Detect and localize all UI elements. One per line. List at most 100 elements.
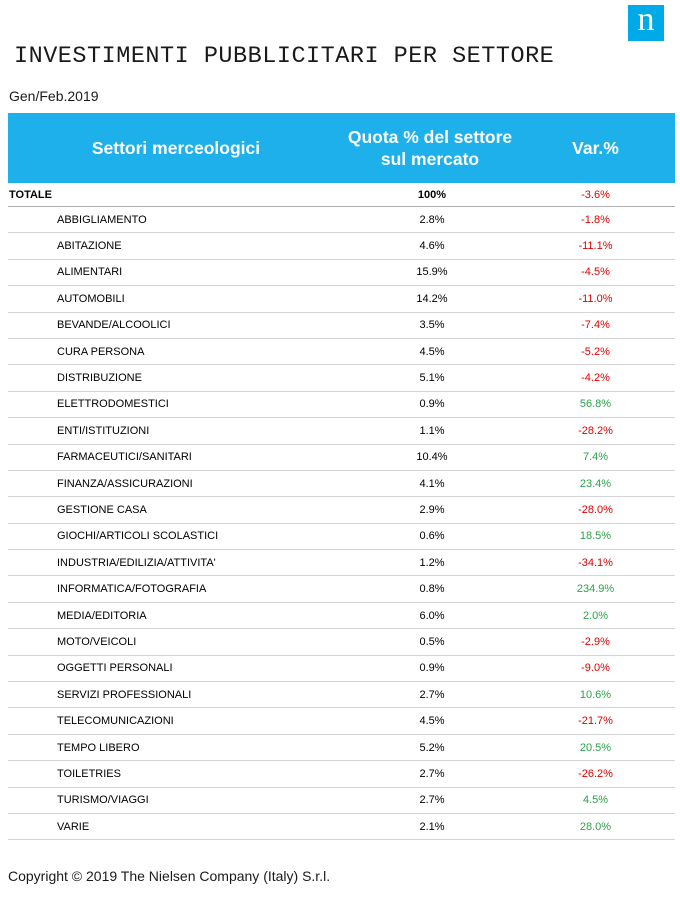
table-row: MOTO/VEICOLI 0.5% -2.9% bbox=[8, 629, 675, 656]
table-row: ALIMENTARI 15.9% -4.5% bbox=[8, 260, 675, 287]
share-cell: 2.9% bbox=[419, 503, 445, 516]
logo-letter: n bbox=[637, 1, 655, 38]
table-row: OGGETTI PERSONALI 0.9% -9.0% bbox=[8, 656, 675, 683]
sector-cell: MOTO/VEICOLI bbox=[57, 635, 137, 648]
table-row: CURA PERSONA 4.5% -5.2% bbox=[8, 339, 675, 366]
share-cell: 0.6% bbox=[419, 530, 445, 543]
table-row: GESTIONE CASA 2.9% -28.0% bbox=[8, 497, 675, 524]
var-cell: 23.4% bbox=[579, 477, 612, 490]
sector-cell: SERVIZI PROFESSIONALI bbox=[57, 688, 192, 701]
var-cell: -2.9% bbox=[581, 635, 610, 648]
var-cell: -26.2% bbox=[578, 767, 613, 780]
share-cell: 14.2% bbox=[416, 292, 448, 305]
share-cell: 4.5% bbox=[419, 715, 445, 728]
sector-cell: ELETTRODOMESTICI bbox=[57, 398, 169, 411]
var-cell: 2.0% bbox=[582, 609, 609, 622]
sector-cell: DISTRIBUZIONE bbox=[57, 372, 142, 385]
sector-cell: INDUSTRIA/EDILIZIA/ATTIVITA' bbox=[57, 556, 216, 569]
table-row: TURISMO/VIAGGI 2.7% 4.5% bbox=[8, 788, 675, 814]
share-cell: 5.2% bbox=[419, 741, 445, 754]
table-row: TEMPO LIBERO 5.2% 20.5% bbox=[8, 735, 675, 762]
table-row: AUTOMOBILI 14.2% -11.0% bbox=[8, 286, 675, 313]
table-row: SERVIZI PROFESSIONALI 2.7% 10.6% bbox=[8, 682, 675, 709]
var-cell: -5.2% bbox=[581, 345, 610, 358]
share-cell: 0.5% bbox=[419, 635, 445, 648]
var-cell: -4.2% bbox=[581, 372, 610, 385]
sector-cell: ABITAZIONE bbox=[57, 240, 122, 253]
total-share: 100% bbox=[417, 188, 447, 201]
table-row: ELETTRODOMESTICI 0.9% 56.8% bbox=[8, 392, 675, 419]
sector-cell: OGGETTI PERSONALI bbox=[57, 662, 173, 675]
var-cell: -7.4% bbox=[581, 319, 610, 332]
share-cell: 4.1% bbox=[419, 477, 445, 490]
share-cell: 6.0% bbox=[419, 609, 445, 622]
header-sector: Settori merceologici bbox=[91, 137, 261, 158]
share-cell: 0.8% bbox=[419, 583, 445, 596]
total-sector: TOTALE bbox=[9, 188, 52, 201]
var-cell: -9.0% bbox=[581, 662, 610, 675]
sector-cell: TOILETRIES bbox=[57, 767, 121, 780]
share-cell: 1.2% bbox=[419, 556, 445, 569]
share-cell: 0.9% bbox=[419, 662, 445, 675]
share-cell: 2.7% bbox=[419, 767, 445, 780]
table-body: ABBIGLIAMENTO 2.8% -1.8% ABITAZIONE 4.6% -11.… bbox=[8, 207, 675, 841]
sector-cell: GESTIONE CASA bbox=[57, 503, 147, 516]
table-row: MEDIA/EDITORIA 6.0% 2.0% bbox=[8, 603, 675, 630]
table-row: ABBIGLIAMENTO 2.8% -1.8% bbox=[8, 207, 675, 234]
share-cell: 2.1% bbox=[419, 820, 445, 833]
sector-cell: BEVANDE/ALCOOLICI bbox=[57, 319, 171, 332]
var-cell: 56.8% bbox=[579, 398, 612, 411]
var-cell: 10.6% bbox=[579, 688, 612, 701]
sector-cell: AUTOMOBILI bbox=[57, 292, 125, 305]
table-row: GIOCHI/ARTICOLI SCOLASTICI 0.6% 18.5% bbox=[8, 524, 675, 551]
table-row: INDUSTRIA/EDILIZIA/ATTIVITA' 1.2% -34.1% bbox=[8, 550, 675, 577]
share-cell: 2.7% bbox=[419, 794, 445, 807]
table-row: INFORMATICA/FOTOGRAFIA 0.8% 234.9% bbox=[8, 576, 675, 603]
var-cell: 20.5% bbox=[579, 741, 612, 754]
table-row: ABITAZIONE 4.6% -11.1% bbox=[8, 233, 675, 260]
var-cell: -4.5% bbox=[581, 266, 610, 279]
period-label: Gen/Feb.2019 bbox=[9, 88, 99, 104]
share-cell: 3.5% bbox=[419, 319, 445, 332]
var-cell: -11.0% bbox=[578, 292, 613, 305]
sector-cell: CURA PERSONA bbox=[57, 345, 145, 358]
var-cell: -28.0% bbox=[578, 503, 613, 516]
sector-cell: VARIE bbox=[57, 820, 90, 833]
table-row: BEVANDE/ALCOOLICI 3.5% -7.4% bbox=[8, 313, 675, 339]
share-cell: 10.4% bbox=[416, 451, 448, 464]
table-row: TOILETRIES 2.7% -26.2% bbox=[8, 761, 675, 788]
sector-cell: TURISMO/VIAGGI bbox=[57, 794, 149, 807]
table-row: DISTRIBUZIONE 5.1% -4.2% bbox=[8, 365, 675, 392]
share-cell: 0.9% bbox=[419, 398, 445, 411]
share-cell: 2.7% bbox=[419, 688, 445, 701]
total-var: -3.6% bbox=[581, 188, 610, 201]
share-cell: 4.5% bbox=[419, 345, 445, 358]
sector-cell: INFORMATICA/FOTOGRAFIA bbox=[57, 583, 207, 596]
sector-cell: TEMPO LIBERO bbox=[57, 741, 140, 754]
sector-cell: GIOCHI/ARTICOLI SCOLASTICI bbox=[57, 530, 219, 543]
header-var: Var.% bbox=[572, 137, 619, 158]
sector-cell: MEDIA/EDITORIA bbox=[57, 609, 147, 622]
share-cell: 5.1% bbox=[419, 372, 445, 385]
var-cell: -1.8% bbox=[581, 213, 610, 226]
var-cell: -21.7% bbox=[578, 715, 613, 728]
var-cell: 4.5% bbox=[582, 794, 609, 807]
share-cell: 4.6% bbox=[419, 240, 445, 253]
sector-cell: ENTI/ISTITUZIONI bbox=[57, 424, 150, 437]
var-cell: -11.1% bbox=[578, 240, 613, 253]
nielsen-logo: n bbox=[628, 1, 664, 41]
header-share: Quota % del settore sul mercato bbox=[347, 127, 513, 169]
table-row: VARIE 2.1% 28.0% bbox=[8, 814, 675, 841]
sector-table: Settori merceologici Quota % del settore… bbox=[8, 113, 675, 841]
var-cell: -34.1% bbox=[578, 556, 613, 569]
table-row: FARMACEUTICI/SANITARI 10.4% 7.4% bbox=[8, 445, 675, 471]
share-cell: 15.9% bbox=[416, 266, 448, 279]
table-row: FINANZA/ASSICURAZIONI 4.1% 23.4% bbox=[8, 471, 675, 498]
table-row: ENTI/ISTITUZIONI 1.1% -28.2% bbox=[8, 418, 675, 445]
var-cell: 234.9% bbox=[576, 583, 615, 596]
sector-cell: TELECOMUNICAZIONI bbox=[57, 715, 174, 728]
sector-cell: ABBIGLIAMENTO bbox=[57, 213, 147, 226]
sector-cell: FARMACEUTICI/SANITARI bbox=[57, 451, 192, 464]
var-cell: 18.5% bbox=[579, 530, 612, 543]
share-cell: 1.1% bbox=[419, 424, 445, 437]
